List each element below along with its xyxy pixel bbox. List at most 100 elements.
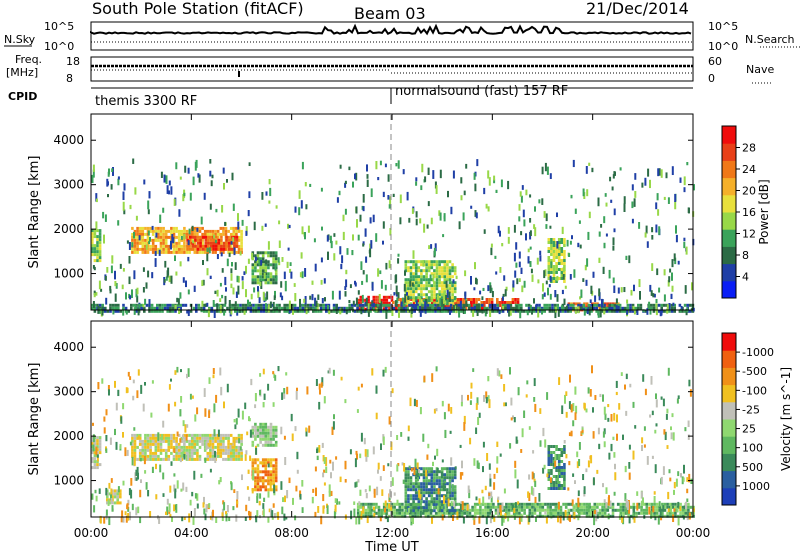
heatmap-cell [154, 448, 158, 452]
heatmap-cell [407, 507, 410, 513]
heatmap-cell [409, 494, 413, 498]
heatmap-cell [202, 306, 206, 310]
heatmap-cell [655, 393, 657, 400]
heatmap-cell [251, 269, 255, 273]
heatmap-cell [273, 295, 276, 301]
heatmap-cell [230, 238, 234, 242]
heatmap-cell [552, 451, 556, 454]
heatmap-cell [177, 433, 181, 437]
heatmap-cell [404, 260, 408, 264]
heatmap-cell [212, 509, 214, 517]
heatmap-cell [594, 395, 597, 401]
heatmap-cell [417, 278, 421, 282]
heatmap-cell [267, 281, 270, 285]
heatmap-cell [106, 267, 109, 273]
heatmap-cell [431, 306, 435, 310]
nsky-trace [90, 23, 693, 43]
heatmap-cell [294, 293, 297, 302]
heatmap-cell [483, 187, 486, 195]
heatmap-cell [135, 507, 138, 516]
heatmap-cell [304, 296, 307, 305]
heatmap-cell [564, 309, 567, 313]
heatmap-cell [245, 226, 248, 235]
heatmap-cell [430, 272, 434, 276]
heatmap-cell [111, 168, 114, 173]
heatmap-cell [403, 303, 406, 307]
heatmap-cell [546, 392, 549, 400]
heatmap-cell [262, 309, 266, 313]
heatmap-cell [597, 427, 600, 435]
heatmap-cell [503, 275, 506, 281]
heatmap-cell [563, 265, 566, 268]
heatmap-cell [433, 284, 436, 288]
heatmap-cell [414, 488, 418, 492]
heatmap-cell [227, 439, 230, 443]
heatmap-cell [475, 427, 478, 435]
heatmap-cell [101, 378, 104, 384]
heatmap-cell [98, 445, 102, 449]
heatmap-cell [665, 172, 668, 179]
heatmap-cell [91, 250, 94, 254]
heatmap-cell [174, 491, 177, 499]
power-y-axis-label: Slant Range [km] [27, 156, 42, 269]
heatmap-cell [580, 511, 584, 515]
heatmap-cell [227, 436, 230, 440]
heatmap-cell [432, 274, 435, 282]
heatmap-cell [180, 439, 184, 443]
heatmap-cell [230, 241, 233, 245]
heatmap-cell [629, 303, 632, 307]
heatmap-cell [148, 299, 151, 307]
heatmap-cell [189, 499, 192, 506]
heatmap-cell [196, 232, 199, 236]
heatmap-cell [91, 439, 94, 443]
heatmap-cell [254, 482, 257, 486]
heatmap-cell [203, 436, 207, 440]
heatmap-cell [104, 214, 107, 222]
heatmap-cell [420, 497, 423, 501]
heatmap-cell [670, 306, 674, 310]
heatmap-cell [463, 422, 466, 431]
heatmap-cell [158, 303, 162, 307]
heatmap-cell [154, 258, 157, 267]
heatmap-cell [240, 229, 243, 233]
heatmap-cell [170, 439, 173, 443]
heatmap-cell [559, 511, 563, 515]
heatmap-cell [108, 482, 111, 489]
heatmap-cell [487, 395, 490, 402]
heatmap-cell [117, 176, 120, 180]
heatmap-cell [149, 454, 152, 458]
heatmap-cell [454, 466, 457, 470]
heatmap-cell [547, 268, 551, 271]
heatmap-cell [268, 508, 271, 513]
heatmap-cell [193, 226, 197, 230]
heatmap-cell [274, 443, 278, 447]
heatmap-cell [227, 241, 231, 245]
heatmap-cell [379, 476, 382, 481]
heatmap-cell [562, 502, 565, 506]
heatmap-cell [462, 516, 465, 524]
heatmap-cell [259, 493, 262, 499]
heatmap-cell [487, 206, 490, 212]
heatmap-cell [414, 287, 418, 291]
heatmap-cell [159, 250, 163, 254]
heatmap-cell [471, 505, 474, 509]
heatmap-cell [619, 167, 622, 171]
heatmap-cell [537, 279, 540, 284]
heatmap-cell [422, 491, 426, 495]
heatmap-cell [628, 255, 631, 264]
heatmap-cell [421, 303, 424, 307]
heatmap-cell [342, 231, 345, 241]
heatmap-cell [180, 250, 184, 254]
heatmap-cell [196, 451, 199, 455]
heatmap-cell [618, 403, 621, 410]
heatmap-cell [354, 280, 356, 285]
heatmap-cell [358, 501, 361, 506]
heatmap-cell [564, 306, 567, 310]
heatmap-cell [237, 235, 241, 239]
heatmap-cell [600, 224, 603, 228]
heatmap-cell [322, 455, 325, 462]
heatmap-cell [219, 241, 223, 245]
heatmap-cell [379, 309, 383, 313]
heatmap-cell [409, 397, 412, 407]
